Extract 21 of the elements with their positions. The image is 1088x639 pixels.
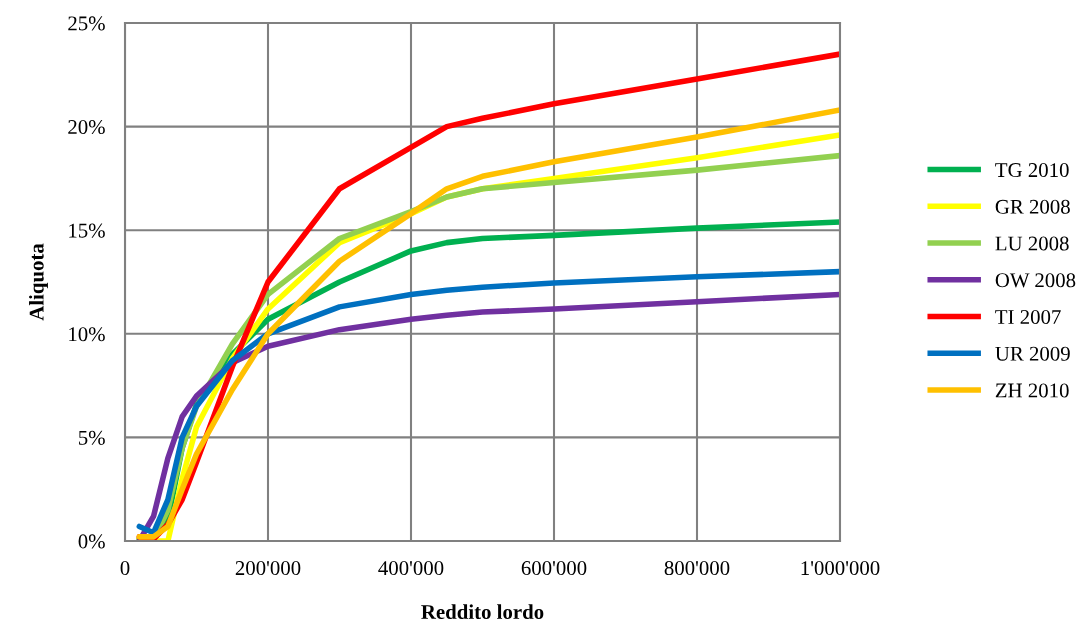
legend-label: LU 2008 (995, 236, 1069, 251)
y-tick-label: 20% (68, 119, 105, 135)
x-tick-label: 800'000 (664, 561, 730, 576)
legend-label: TI 2007 (995, 309, 1061, 325)
y-axis-title: Aliquota (29, 243, 48, 321)
x-tick-label: 400'000 (378, 561, 444, 576)
legend-label: OW 2008 (995, 273, 1076, 288)
x-tick-label: 600'000 (521, 561, 587, 576)
y-tick-label: 15% (69, 223, 105, 238)
y-tick-label: 0% (78, 534, 105, 549)
legend-label: TG 2010 (995, 163, 1069, 178)
y-tick-label: 5% (79, 430, 105, 445)
legend-label: UR 2009 (995, 346, 1070, 361)
legend-label: ZH 2010 (995, 383, 1069, 398)
x-axis-title: Reddito lordo (421, 604, 544, 619)
x-tick-label: 0 (120, 561, 130, 576)
x-tick-label: 200'000 (235, 561, 301, 576)
y-tick-label: 10% (69, 327, 105, 342)
legend-label: GR 2008 (995, 199, 1070, 214)
y-tick-label: 25% (68, 16, 105, 31)
x-tick-label: 1'000'000 (801, 561, 880, 576)
